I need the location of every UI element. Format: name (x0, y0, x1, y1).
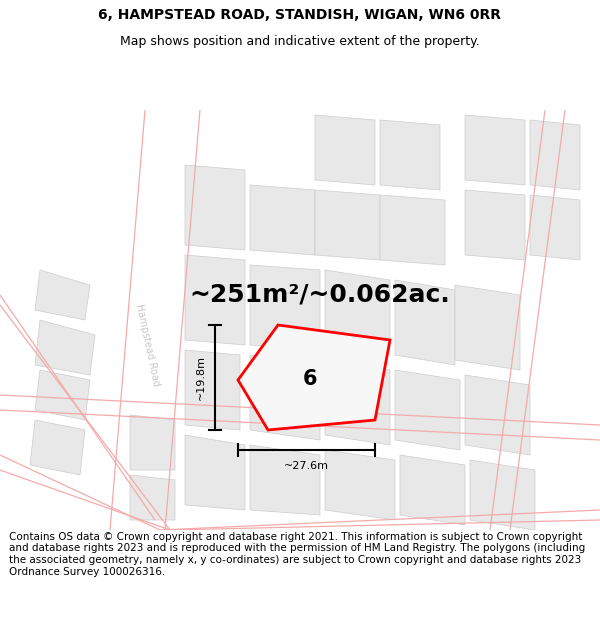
Polygon shape (185, 435, 245, 510)
Polygon shape (395, 370, 460, 450)
Polygon shape (465, 115, 525, 185)
Polygon shape (35, 370, 90, 420)
Polygon shape (250, 185, 315, 255)
Polygon shape (185, 255, 245, 345)
Polygon shape (465, 375, 530, 455)
Polygon shape (35, 270, 90, 320)
Polygon shape (530, 195, 580, 260)
Text: ~27.6m: ~27.6m (284, 461, 329, 471)
Text: ~19.8m: ~19.8m (196, 355, 206, 400)
Text: 6, HAMPSTEAD ROAD, STANDISH, WIGAN, WN6 0RR: 6, HAMPSTEAD ROAD, STANDISH, WIGAN, WN6 … (98, 8, 502, 22)
Polygon shape (395, 280, 455, 365)
Polygon shape (250, 355, 320, 440)
Text: ~251m²/~0.062ac.: ~251m²/~0.062ac. (190, 283, 451, 307)
Polygon shape (325, 450, 395, 520)
Polygon shape (530, 120, 580, 190)
Polygon shape (315, 115, 375, 185)
Polygon shape (380, 195, 445, 265)
Polygon shape (325, 270, 390, 350)
Polygon shape (315, 190, 380, 260)
Polygon shape (185, 165, 245, 250)
Polygon shape (400, 455, 465, 525)
Text: Map shows position and indicative extent of the property.: Map shows position and indicative extent… (120, 35, 480, 48)
Polygon shape (130, 415, 175, 470)
Polygon shape (35, 320, 95, 375)
Polygon shape (250, 265, 320, 350)
Polygon shape (30, 420, 85, 475)
Polygon shape (185, 350, 240, 430)
Polygon shape (380, 120, 440, 190)
Polygon shape (130, 475, 175, 520)
Polygon shape (238, 325, 390, 430)
Polygon shape (470, 460, 535, 530)
Polygon shape (455, 285, 520, 370)
Text: 6: 6 (302, 369, 317, 389)
Text: Contains OS data © Crown copyright and database right 2021. This information is : Contains OS data © Crown copyright and d… (9, 532, 585, 577)
Text: Hampstead Road: Hampstead Road (134, 303, 161, 387)
Polygon shape (325, 360, 390, 445)
Polygon shape (250, 445, 320, 515)
Polygon shape (465, 190, 525, 260)
